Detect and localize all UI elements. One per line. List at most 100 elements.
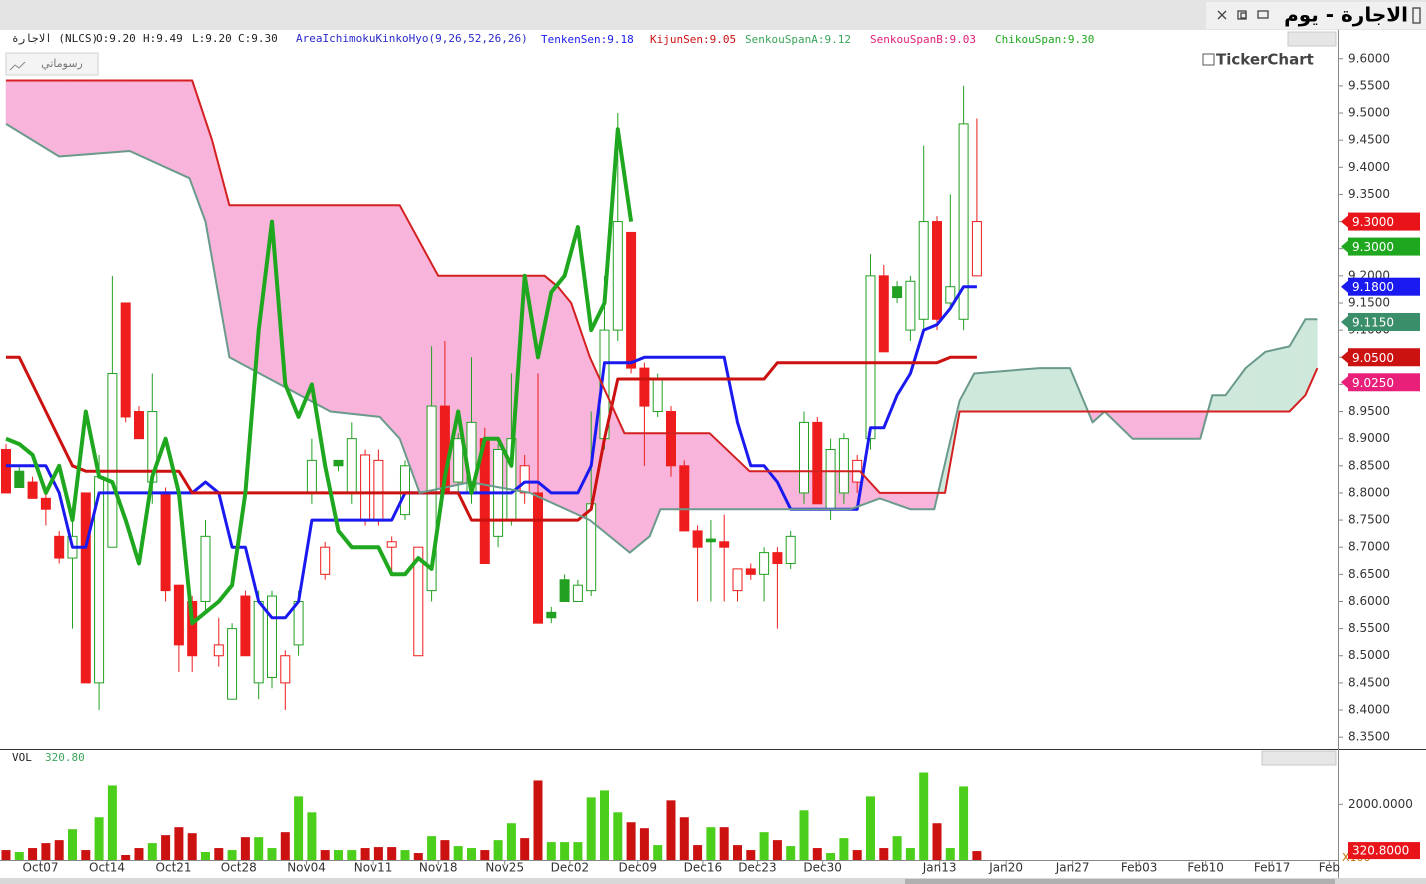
- volume-bar: [347, 850, 357, 860]
- volume-bar: [134, 848, 144, 860]
- volume-bar: [214, 848, 224, 860]
- volume-bar: [972, 851, 982, 860]
- y-tick-label: 9.6000: [1348, 51, 1390, 65]
- candle-body: [785, 535, 796, 564]
- x-tick-label: Feb03: [1121, 861, 1158, 875]
- candle-body: [293, 600, 304, 646]
- volume-bar: [307, 812, 317, 860]
- candle-body: [626, 231, 637, 369]
- logo-icon: [1202, 53, 1215, 66]
- volume-tag: [1348, 842, 1420, 860]
- volume-bar: [573, 842, 583, 860]
- candle-body: [413, 546, 424, 657]
- indicator-line: [6, 79, 1319, 494]
- candle-body: [586, 503, 597, 592]
- volume-bar: [54, 840, 64, 860]
- x-tick-label: Oct07: [23, 861, 59, 875]
- legend-entry: ChikouSpan:9.30: [995, 33, 1094, 46]
- drawings-label[interactable]: رسوماتي: [41, 57, 83, 70]
- x-tick-label: Feb10: [1187, 861, 1224, 875]
- candle-body: [160, 492, 171, 592]
- candle-body: [399, 465, 410, 516]
- volume-bar: [453, 846, 463, 860]
- x-tick-label: Jan20: [988, 861, 1023, 875]
- volume-bar: [1, 850, 11, 860]
- candle-body: [54, 535, 65, 559]
- volume-bar: [480, 850, 490, 860]
- title-box: [1206, 2, 1426, 29]
- volume-bar: [200, 852, 210, 860]
- candle-body: [200, 535, 211, 602]
- window-controls[interactable]: [1217, 7, 1421, 24]
- candle-body: [519, 465, 530, 494]
- volume-bar: [320, 850, 330, 860]
- candle-body: [27, 481, 38, 499]
- candle-body: [652, 378, 663, 413]
- price-tag: [1348, 237, 1420, 256]
- candle-body: [546, 611, 557, 619]
- y-tick-label: 9.4500: [1348, 133, 1390, 147]
- volume-bar: [254, 837, 264, 860]
- candle-body: [107, 373, 118, 548]
- y-tick-label: 8.7500: [1348, 513, 1390, 527]
- y-tick-label: 8.9500: [1348, 404, 1390, 418]
- x-tick-label: Oct28: [221, 861, 257, 875]
- price-tag: [1348, 348, 1420, 367]
- y-tick-label: 8.8500: [1348, 458, 1390, 472]
- volume-bar: [626, 822, 636, 860]
- watermark: TickerChart: [1216, 51, 1314, 69]
- indicator-line: [6, 355, 977, 522]
- volume-bar: [14, 852, 24, 860]
- y-tick-label: 8.6000: [1348, 594, 1390, 608]
- volume-bar: [653, 845, 663, 860]
- volume-bar: [786, 846, 796, 860]
- scroll-thumb[interactable]: [905, 879, 1335, 884]
- price-tag: [1348, 312, 1420, 331]
- volume-bar: [440, 840, 450, 860]
- pane-controls[interactable]: [1261, 31, 1337, 766]
- x-tick-label: Dec30: [803, 861, 842, 875]
- candle-body: [865, 275, 876, 440]
- y-tick-label: 9.5000: [1348, 106, 1390, 120]
- candle-body: [40, 497, 51, 510]
- price-tag: [1348, 212, 1420, 231]
- candle-body: [532, 492, 543, 624]
- candle-body: [838, 438, 849, 494]
- volume-tag-label: 320.8000: [1352, 844, 1409, 858]
- volume-bar: [227, 850, 237, 860]
- candle-body: [812, 421, 823, 505]
- volume-bar: [905, 848, 915, 860]
- volume-bar: [719, 827, 729, 860]
- y-tick-label: 8.5000: [1348, 648, 1390, 662]
- price-tag-arrow: [1341, 280, 1348, 293]
- candle-body: [572, 584, 583, 602]
- volume-bar: [772, 840, 782, 860]
- volume-bar: [679, 817, 689, 860]
- indicator-line: [5, 123, 1318, 554]
- volume-bar: [586, 797, 596, 860]
- volume-bar: [493, 840, 503, 860]
- volume-bar: [759, 832, 769, 860]
- candle-body: [732, 568, 743, 592]
- y-tick-label: 8.7000: [1348, 540, 1390, 554]
- candle-body: [80, 492, 91, 684]
- volume-title: VOL: [12, 751, 32, 764]
- drawings-button[interactable]: [5, 52, 99, 76]
- y-tick-label: 8.4500: [1348, 675, 1390, 689]
- x-tick-label: Nov11: [354, 861, 393, 875]
- y-tick-label: 8.4000: [1348, 703, 1390, 717]
- y-tick-label: 8.9000: [1348, 431, 1390, 445]
- scrollbar[interactable]: [0, 878, 1426, 884]
- volume-bar: [613, 812, 623, 860]
- volume-bar: [94, 817, 104, 860]
- cloud-fill: [1315, 318, 1318, 372]
- candle-body: [665, 411, 676, 467]
- candle-body: [772, 552, 783, 564]
- volume-bar: [706, 827, 716, 860]
- volume-bar: [121, 855, 131, 860]
- candle-body: [187, 600, 198, 657]
- candle-body: [426, 405, 437, 592]
- volume-bar: [546, 842, 556, 860]
- volume-bar: [932, 823, 942, 860]
- volume-bar: [373, 847, 383, 860]
